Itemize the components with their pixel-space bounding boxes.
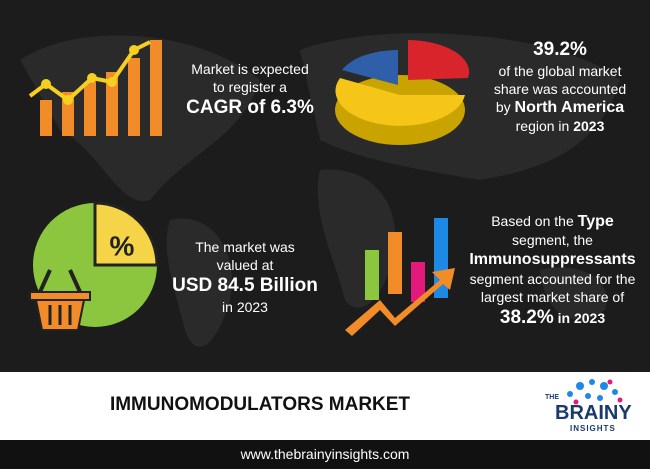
year: in 2023 <box>557 310 606 326</box>
title: IMMUNOMODULATORS MARKET <box>109 394 411 415</box>
text: share was accounted <box>493 81 627 97</box>
title-band: IMMUNOMODULATORS MARKET THE BRAINY INSIG… <box>0 372 650 440</box>
text: of the global market <box>498 63 622 79</box>
growth-bars-icon <box>28 40 162 136</box>
percent-symbol: % <box>110 230 135 261</box>
cagr-block: Market is expected to register a CAGR of… <box>180 60 320 120</box>
text: Market is expected <box>191 61 309 77</box>
value-block: The market was valued at USD 84.5 Billio… <box>170 238 320 316</box>
text: The market was <box>195 239 295 255</box>
segment-block: Based on the Type segment, the Immunosup… <box>460 212 645 330</box>
logo-bottom: INSIGHTS <box>570 424 616 433</box>
text: segment accounted for the <box>469 271 636 287</box>
text: largest market share of <box>480 289 625 305</box>
region-block: 39.2% of the global market share was acc… <box>475 38 645 135</box>
logo-top: THE <box>545 394 559 401</box>
segment-bars-icon <box>345 218 455 336</box>
year: 2023 <box>573 118 605 134</box>
text: by <box>495 99 511 115</box>
text: segment, the <box>512 232 593 248</box>
basket-icon: % <box>29 201 159 331</box>
logo-middle: BRAINY <box>555 402 632 424</box>
region-name: North America <box>514 99 625 116</box>
text: valued at <box>216 257 274 273</box>
text: to register a <box>213 79 287 95</box>
segment-type: Type <box>577 213 614 230</box>
highlight: 39.2% <box>533 39 587 60</box>
highlight: CAGR of 6.3% <box>186 97 314 118</box>
logo-graphic <box>567 379 623 405</box>
segment-name: Immunosuppressants <box>469 251 636 268</box>
footer: www.thebrainyinsights.com <box>0 440 650 469</box>
highlight: USD 84.5 Billion <box>172 275 318 296</box>
text: region in <box>515 118 570 134</box>
text: Based on the <box>491 213 574 229</box>
pie-icon <box>335 40 470 145</box>
highlight: 38.2% <box>499 307 554 328</box>
illustrations: % <box>20 33 620 347</box>
text: in 2023 <box>222 299 268 315</box>
